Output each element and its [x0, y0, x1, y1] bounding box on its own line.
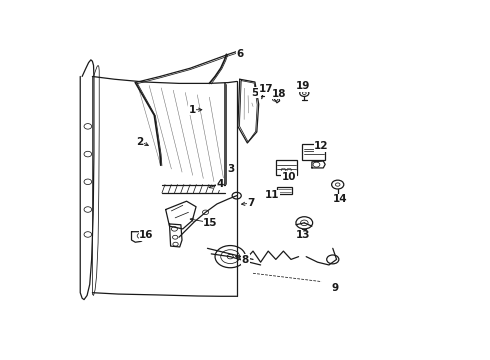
Text: 11: 11 — [265, 190, 280, 200]
Text: 16: 16 — [139, 230, 153, 240]
Text: 1: 1 — [189, 105, 196, 115]
Text: 18: 18 — [271, 89, 286, 99]
Text: 15: 15 — [203, 218, 218, 228]
Text: 8: 8 — [242, 255, 249, 265]
Text: 2: 2 — [137, 136, 144, 147]
Text: 10: 10 — [282, 172, 296, 182]
Text: 17: 17 — [259, 84, 273, 94]
Bar — [277, 186, 292, 194]
Text: 3: 3 — [228, 164, 235, 174]
Text: 9: 9 — [331, 283, 338, 293]
Text: 7: 7 — [247, 198, 255, 208]
Text: 12: 12 — [314, 141, 329, 151]
Text: 14: 14 — [333, 194, 348, 204]
Text: 19: 19 — [296, 81, 310, 91]
Bar — [302, 144, 325, 159]
Text: 13: 13 — [295, 230, 310, 240]
Text: 4: 4 — [216, 179, 223, 189]
Text: 5: 5 — [251, 87, 259, 98]
Text: 6: 6 — [236, 49, 244, 59]
